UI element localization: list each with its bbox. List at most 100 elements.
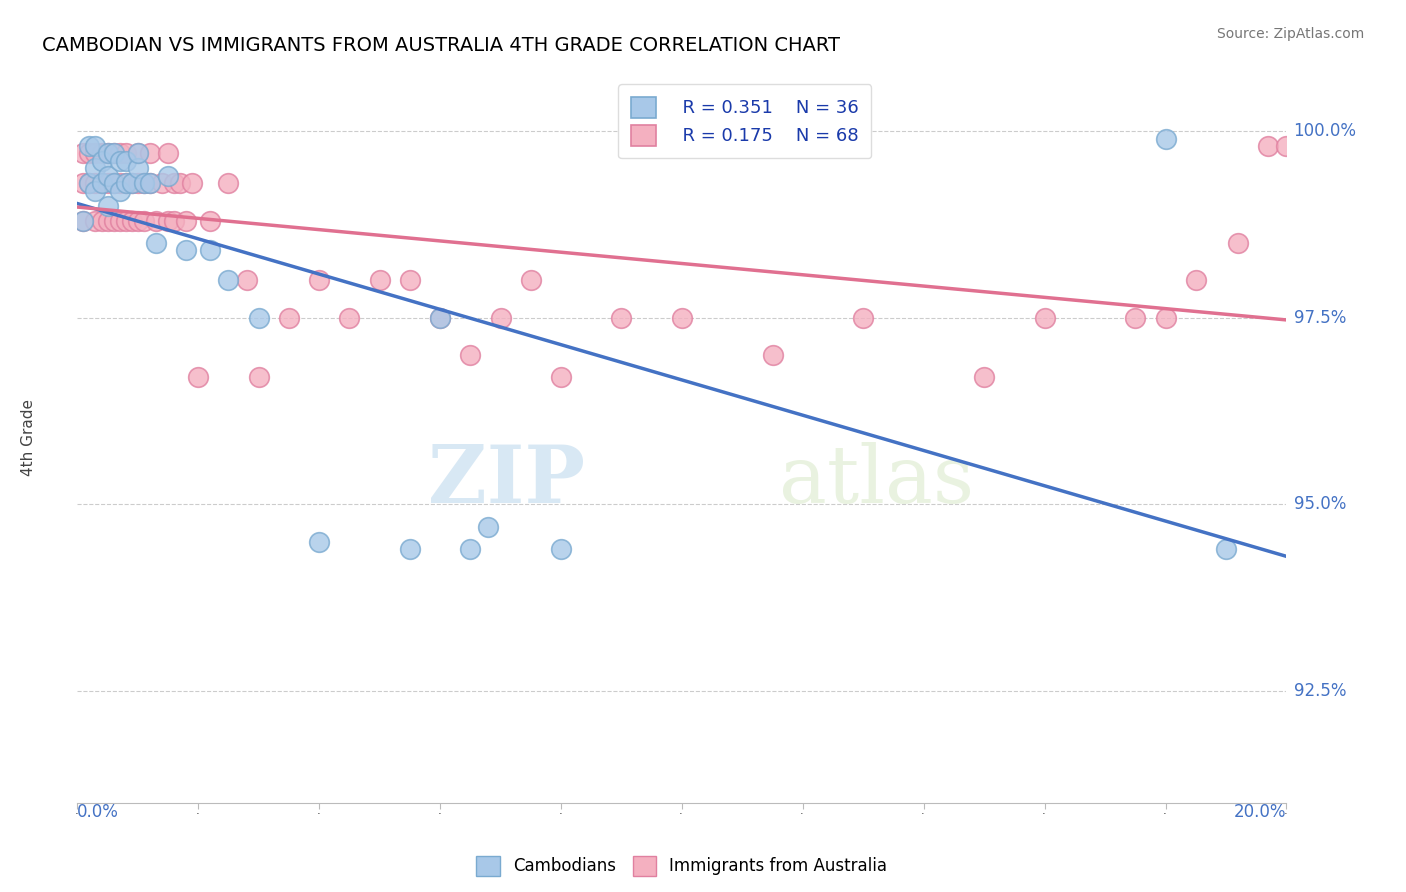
Point — [218, 177, 240, 191]
Point — [429, 310, 451, 325]
Point — [103, 177, 125, 191]
Point — [84, 161, 107, 176]
Text: 100.0%: 100.0% — [1294, 122, 1357, 140]
Point — [114, 153, 136, 168]
Text: 92.5%: 92.5% — [1294, 681, 1346, 700]
Point — [84, 184, 107, 198]
Point — [1257, 139, 1279, 153]
Point — [114, 177, 136, 191]
Point — [84, 177, 107, 191]
Point — [121, 177, 143, 191]
Point — [458, 348, 481, 362]
Point — [127, 146, 149, 161]
Point — [108, 177, 131, 191]
Point — [96, 146, 118, 161]
Point — [145, 213, 167, 227]
Point — [132, 177, 155, 191]
Point — [90, 213, 112, 227]
Point — [79, 146, 101, 161]
Point — [550, 542, 572, 557]
Point — [84, 213, 107, 227]
Point — [103, 146, 125, 161]
Legend: Cambodians, Immigrants from Australia: Cambodians, Immigrants from Australia — [470, 850, 894, 882]
Point — [84, 146, 107, 161]
Point — [132, 177, 155, 191]
Text: 4th Grade: 4th Grade — [21, 399, 37, 475]
Point — [114, 213, 136, 227]
Point — [762, 348, 785, 362]
Point — [139, 146, 162, 161]
Point — [1154, 131, 1177, 145]
Point — [671, 310, 693, 325]
Point — [127, 213, 149, 227]
Point — [218, 273, 240, 287]
Text: CAMBODIAN VS IMMIGRANTS FROM AUSTRALIA 4TH GRADE CORRELATION CHART: CAMBODIAN VS IMMIGRANTS FROM AUSTRALIA 4… — [42, 36, 841, 54]
Point — [308, 534, 330, 549]
Point — [1184, 273, 1206, 287]
Point — [520, 273, 543, 287]
Point — [96, 169, 118, 183]
Point — [108, 184, 131, 198]
Point — [96, 213, 118, 227]
Point — [399, 273, 422, 287]
Point — [550, 370, 572, 384]
Point — [1033, 310, 1056, 325]
Point — [368, 273, 391, 287]
Point — [489, 310, 512, 325]
Point — [127, 177, 149, 191]
Point — [72, 213, 94, 227]
Point — [145, 235, 167, 250]
Point — [477, 519, 499, 533]
Point — [103, 146, 125, 161]
Point — [79, 177, 101, 191]
Point — [90, 146, 112, 161]
Point — [1227, 235, 1250, 250]
Point — [79, 139, 101, 153]
Point — [1215, 542, 1237, 557]
Text: 95.0%: 95.0% — [1294, 495, 1346, 513]
Point — [163, 177, 186, 191]
Point — [157, 169, 180, 183]
Point — [103, 213, 125, 227]
Text: 97.5%: 97.5% — [1294, 309, 1346, 326]
Point — [96, 177, 118, 191]
Point — [200, 213, 222, 227]
Point — [181, 177, 204, 191]
Point — [163, 213, 186, 227]
Point — [84, 139, 107, 153]
Point — [1275, 139, 1298, 153]
Point — [150, 177, 173, 191]
Point — [973, 370, 995, 384]
Point — [72, 177, 94, 191]
Point — [157, 146, 180, 161]
Point — [72, 146, 94, 161]
Point — [114, 146, 136, 161]
Text: atlas: atlas — [779, 442, 974, 520]
Point — [610, 310, 633, 325]
Point — [235, 273, 257, 287]
Point — [399, 542, 422, 557]
Point — [79, 177, 101, 191]
Text: 20.0%: 20.0% — [1234, 803, 1286, 821]
Point — [108, 213, 131, 227]
Point — [1123, 310, 1146, 325]
Text: Source: ZipAtlas.com: Source: ZipAtlas.com — [1216, 27, 1364, 41]
Point — [187, 370, 209, 384]
Text: ZIP: ZIP — [429, 442, 585, 520]
Point — [278, 310, 301, 325]
Point — [852, 310, 875, 325]
Text: 0.0%: 0.0% — [77, 803, 120, 821]
Point — [169, 177, 191, 191]
Point — [308, 273, 330, 287]
Point — [121, 177, 143, 191]
Point — [132, 213, 155, 227]
Point — [90, 153, 112, 168]
Point — [247, 310, 270, 325]
Point — [174, 213, 197, 227]
Point — [72, 213, 94, 227]
Point — [139, 177, 162, 191]
Point — [108, 153, 131, 168]
Point — [121, 213, 143, 227]
Point — [127, 161, 149, 176]
Point — [157, 213, 180, 227]
